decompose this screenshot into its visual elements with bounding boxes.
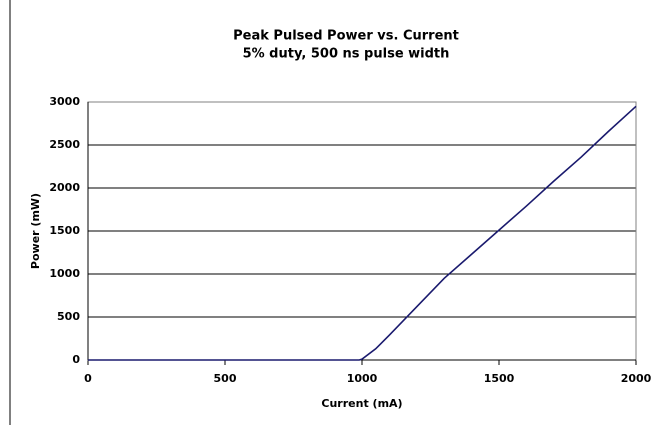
y-tick-label: 500	[57, 310, 80, 323]
y-tick-label: 2000	[49, 181, 80, 194]
y-tick-label: 1500	[49, 224, 80, 237]
x-axis-label: Current (mA)	[321, 397, 402, 410]
x-tick-label: 500	[214, 372, 237, 385]
chart-title: Peak Pulsed Power vs. Current	[233, 29, 459, 44]
x-tick-label: 2000	[621, 372, 652, 385]
x-tick-label: 1000	[347, 372, 378, 385]
y-tick-label: 2500	[49, 138, 80, 151]
chart-subtitle: 5% duty, 500 ns pulse width	[243, 47, 450, 62]
y-tick-label: 1000	[49, 267, 80, 280]
x-tick-label: 0	[84, 372, 92, 385]
y-tick-label: 0	[72, 353, 80, 366]
y-axis-label: Power (mW)	[29, 193, 42, 269]
data-line	[88, 105, 637, 361]
y-tick-label: 3000	[49, 95, 80, 108]
x-tick-label: 1500	[484, 372, 515, 385]
